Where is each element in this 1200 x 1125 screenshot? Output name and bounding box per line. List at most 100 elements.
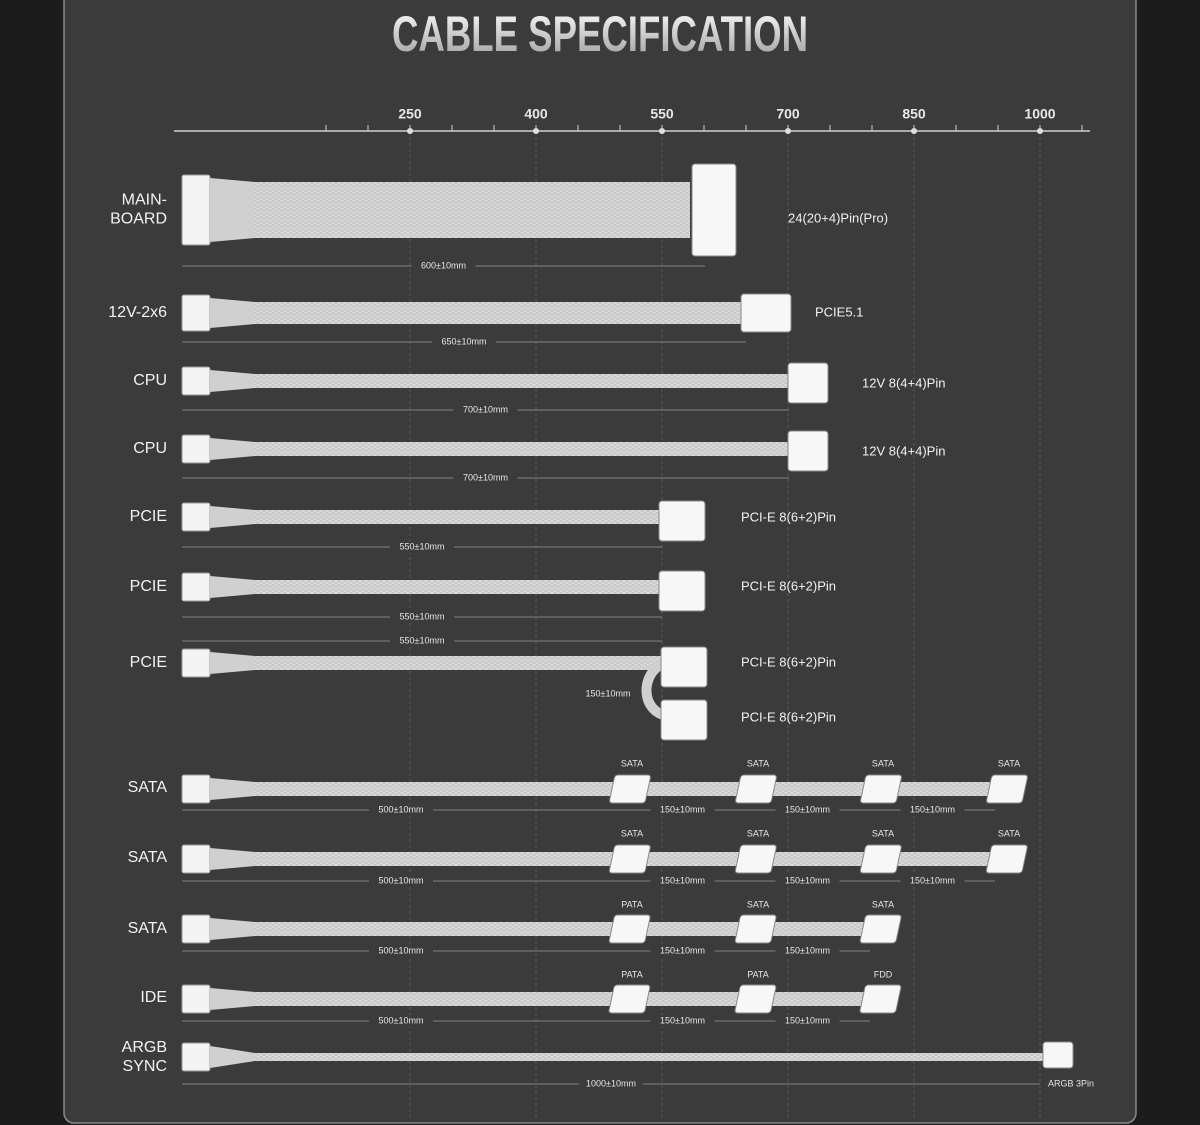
plug-label: SATA bbox=[872, 828, 894, 838]
plug bbox=[734, 844, 777, 874]
plug-label: 12V 8(4+4)Pin bbox=[862, 375, 945, 390]
plug-label: PATA bbox=[621, 899, 643, 909]
tick-label: 850 bbox=[902, 106, 926, 122]
plug-label: FDD bbox=[874, 969, 893, 979]
source-connector bbox=[181, 1042, 211, 1072]
plug bbox=[787, 430, 829, 472]
cable-label: PCIE bbox=[130, 578, 167, 595]
plug bbox=[985, 844, 1028, 874]
plug-label: PCI-E 8(6+2)Pin bbox=[741, 578, 836, 593]
dimension-gap bbox=[775, 804, 840, 816]
length-label: 150±10mm bbox=[785, 875, 830, 885]
plug-label: 12V 8(4+4)Pin bbox=[862, 443, 945, 458]
length-label: 550±10mm bbox=[400, 635, 445, 645]
dimension-gap bbox=[453, 404, 518, 416]
cable bbox=[255, 182, 690, 238]
cable-label: SATA bbox=[128, 849, 168, 866]
dimension-gap bbox=[650, 945, 715, 957]
source-connector bbox=[181, 294, 211, 332]
source-connector bbox=[181, 572, 211, 602]
plug bbox=[608, 984, 651, 1014]
plug-label: SATA bbox=[998, 758, 1020, 768]
plug bbox=[735, 774, 777, 804]
cable bbox=[255, 922, 895, 936]
tick-label: 550 bbox=[650, 106, 674, 122]
length-label: 550±10mm bbox=[400, 611, 445, 621]
cable bbox=[255, 374, 790, 388]
plug-label: SATA bbox=[872, 899, 894, 909]
plug-label: PCI-E 8(6+2)Pin bbox=[741, 509, 836, 524]
panel bbox=[63, 0, 1137, 1124]
plug-label: 24(20+4)Pin(Pro) bbox=[788, 210, 888, 225]
cable-label: PCIE bbox=[130, 508, 167, 525]
length-label: 550±10mm bbox=[400, 541, 445, 551]
dimension-gap bbox=[453, 472, 518, 484]
dimension-gap bbox=[432, 336, 496, 348]
cable bbox=[255, 992, 885, 1006]
cable-fan bbox=[210, 370, 255, 392]
length-label: 150±10mm bbox=[586, 688, 631, 698]
cable-fan bbox=[210, 438, 255, 460]
cable bbox=[255, 580, 664, 594]
cable-label: SATA bbox=[128, 779, 168, 796]
cable-branch bbox=[641, 658, 670, 721]
plug bbox=[691, 163, 737, 257]
plug bbox=[608, 844, 651, 874]
source-connector bbox=[181, 844, 211, 874]
plug-label: PATA bbox=[747, 969, 769, 979]
length-label: 150±10mm bbox=[660, 804, 705, 814]
length-label: 500±10mm bbox=[379, 1015, 424, 1025]
cable-label: SATA bbox=[128, 920, 168, 937]
plug bbox=[660, 699, 708, 741]
source-connector bbox=[181, 648, 211, 678]
source-connector bbox=[181, 366, 211, 396]
length-label: 150±10mm bbox=[660, 1015, 705, 1025]
cable-fan bbox=[210, 848, 255, 870]
cable-label: IDE bbox=[140, 989, 167, 1006]
cable-fan bbox=[210, 506, 255, 528]
length-label: 500±10mm bbox=[379, 804, 424, 814]
cable bbox=[255, 1053, 1045, 1061]
source-connector bbox=[181, 434, 211, 464]
plug-label: SATA bbox=[747, 899, 769, 909]
dimension-gap bbox=[579, 1078, 643, 1090]
length-label: 150±10mm bbox=[785, 804, 830, 814]
plug bbox=[859, 914, 902, 944]
dimension-gap bbox=[775, 945, 840, 957]
plug-label: ARGB 3Pin bbox=[1048, 1078, 1094, 1088]
length-label: 150±10mm bbox=[785, 1015, 830, 1025]
plug bbox=[740, 293, 792, 333]
cable-fan bbox=[210, 576, 255, 598]
cable bbox=[255, 510, 664, 524]
dimension-gap bbox=[650, 875, 715, 887]
plug-label: SATA bbox=[621, 758, 643, 768]
plug-label: SATA bbox=[747, 758, 769, 768]
cable-label: ARGB bbox=[122, 1039, 167, 1056]
source-connector bbox=[181, 502, 211, 532]
length-label: 600±10mm bbox=[421, 260, 466, 270]
cable-fan bbox=[210, 778, 255, 800]
length-label: 1000±10mm bbox=[586, 1078, 636, 1088]
length-label: 150±10mm bbox=[785, 945, 830, 955]
dimension-gap bbox=[650, 804, 715, 816]
dimension-gap bbox=[650, 1015, 715, 1027]
cable bbox=[255, 442, 790, 456]
dimension-gap bbox=[411, 260, 476, 272]
tick-label: 400 bbox=[524, 106, 548, 122]
tick-label: 1000 bbox=[1024, 106, 1055, 122]
dimension-gap bbox=[390, 635, 454, 647]
plug-label: SATA bbox=[872, 758, 894, 768]
plug-label: PCI-E 8(6+2)Pin bbox=[741, 709, 836, 724]
source-connector bbox=[181, 984, 211, 1014]
cable-fan bbox=[210, 1046, 255, 1068]
cable-label: BOARD bbox=[110, 211, 167, 228]
plug bbox=[860, 774, 902, 804]
dimension-gap bbox=[390, 611, 454, 623]
cable-label: CPU bbox=[133, 440, 167, 457]
plug-label: SATA bbox=[621, 828, 643, 838]
dimension-gap bbox=[900, 875, 965, 887]
source-connector bbox=[181, 174, 211, 246]
length-label: 700±10mm bbox=[463, 404, 508, 414]
source-connector bbox=[181, 914, 211, 944]
